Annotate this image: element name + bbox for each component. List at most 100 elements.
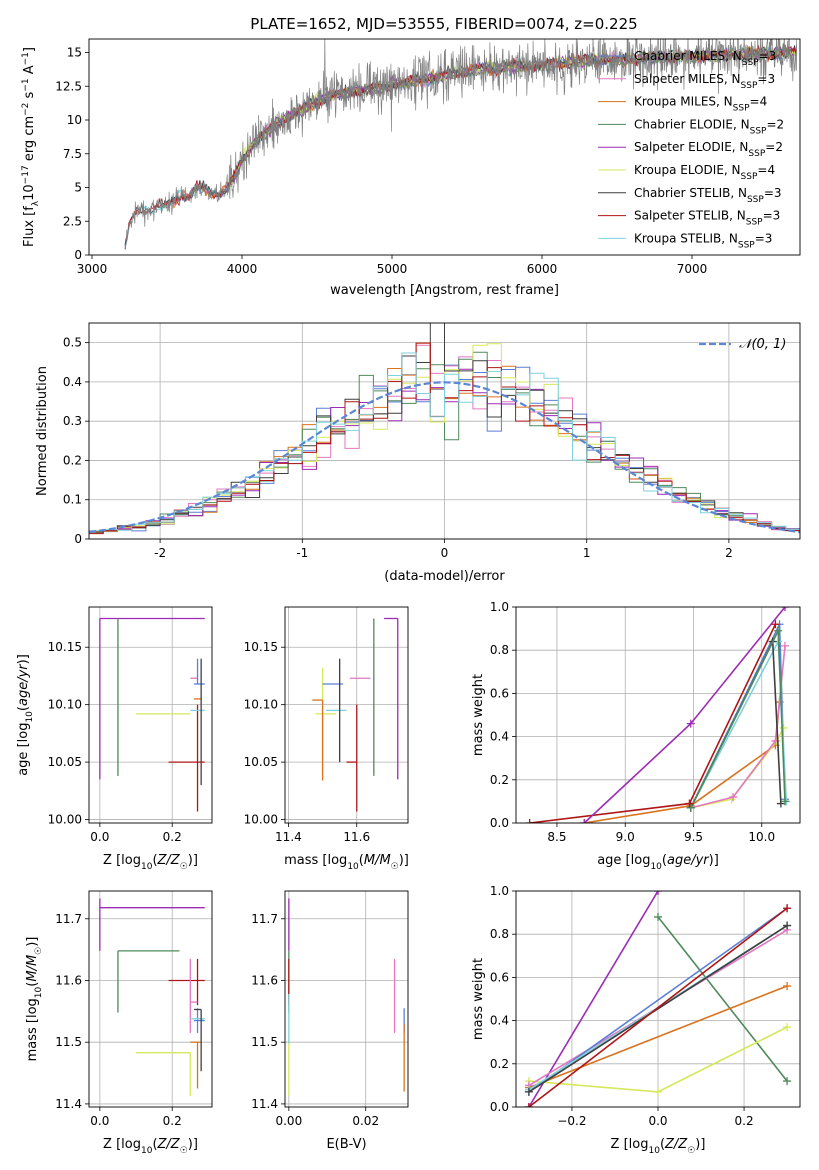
y-tick-label: 11.4 <box>251 1097 278 1111</box>
label-part: SSP <box>733 104 750 114</box>
legend-entry: Chabrier STELIB, NSSP=3 <box>634 186 782 205</box>
gridlines <box>89 891 212 1107</box>
weight-line <box>529 623 777 823</box>
axes-frame <box>88 890 213 1108</box>
legend-entry: Chabrier ELODIE, NSSP=2 <box>634 117 784 136</box>
y-axis-label: mass weight <box>471 674 486 756</box>
label-part: mass [log <box>284 853 347 868</box>
label-part: age/yr <box>16 663 31 706</box>
weight-marker <box>783 1077 792 1086</box>
label-part: SSP <box>741 172 758 182</box>
y-tick-label: 11.6 <box>55 973 82 987</box>
label-part: )] <box>25 937 40 947</box>
y-tick-label: 0.4 <box>490 730 509 744</box>
weight-line <box>657 916 788 1082</box>
weight-marker <box>783 904 792 913</box>
y-tick-label: 10.05 <box>244 755 278 769</box>
plot-area <box>99 617 205 812</box>
x-tick-label: 9.5 <box>684 830 703 844</box>
y-axis-label: mass weight <box>471 958 486 1040</box>
label-part: −2 <box>21 103 31 116</box>
y-tick-label: 0.0 <box>490 1100 509 1114</box>
y-tick-label: 0.4 <box>63 375 82 389</box>
label-part: M/M <box>364 853 391 868</box>
x-tick-label: 5000 <box>377 262 408 276</box>
y-tick-label: 10.00 <box>244 813 278 827</box>
y-axis-label: age [log10(age/yr)] <box>16 654 35 776</box>
label-part: Z [log <box>103 853 141 868</box>
axes-frame <box>515 606 801 824</box>
weight-line <box>583 607 786 823</box>
y-tick-label: 0 <box>74 532 82 546</box>
y-tick-label: 2.5 <box>63 214 82 228</box>
label-part: age/yr <box>667 853 710 868</box>
label-part: 10 <box>141 862 153 872</box>
y-tick-label: 1.0 <box>490 884 509 898</box>
x-tick-label: 0.2 <box>735 1114 754 1128</box>
label-part: ] <box>22 47 37 52</box>
label-part: SSP <box>750 126 767 136</box>
y-tick-label: 0 <box>74 248 82 262</box>
legend-entry: 𝒩(0, 1) <box>739 337 786 352</box>
label-part: s <box>22 91 37 102</box>
label-part: Kroupa MILES, N <box>634 95 733 109</box>
label-part: ☉ <box>180 862 188 872</box>
weight-marker <box>774 626 783 635</box>
x-tick-label: 6000 <box>527 262 558 276</box>
label-part: ( <box>16 706 31 711</box>
weight-line <box>528 907 788 1093</box>
weight-line <box>690 645 786 809</box>
mass-vs-metallicity-panel: 0.0 0.211.411.511.611.7Z [log10(Z/Z☉)]mas… <box>25 890 213 1156</box>
label-part: ☉ <box>687 1146 695 1156</box>
y-tick-label: 0.8 <box>490 927 509 941</box>
weight-marker <box>780 641 789 650</box>
y-tick-label: 11.5 <box>251 1035 278 1049</box>
axes-frame <box>284 606 409 824</box>
legend-entry: Kroupa STELIB, NSSP=3 <box>634 231 772 250</box>
y-tick-label: 11.6 <box>251 973 278 987</box>
label-part: Z [log <box>611 1137 649 1152</box>
x-tick-label: 8.5 <box>547 830 566 844</box>
x-tick-label: 0.0 <box>90 830 109 844</box>
label-part: SSP <box>746 218 763 228</box>
plot-area <box>124 39 798 250</box>
label-part: Salpeter ELODIE, N <box>634 140 748 154</box>
y-tick-label: 10.15 <box>244 640 278 654</box>
label-part: 10 <box>22 184 37 201</box>
label-part: M/M <box>25 955 40 982</box>
label-part: ☉ <box>180 1146 188 1156</box>
x-tick-label: 0.2 <box>163 1114 182 1128</box>
label-part: 10 <box>648 1146 660 1156</box>
x-tick-label: 11.4 <box>275 830 302 844</box>
y-tick-label: 0.3 <box>63 414 82 428</box>
spectrum-panel: 3000 4000 5000 6000 7000 0 2.5 5 7.5 10 12.5 15 Flux… <box>21 38 801 298</box>
label-part: Flux [f <box>22 206 37 247</box>
label-part: SSP <box>742 58 759 68</box>
y-tick-label: 0.4 <box>490 1014 509 1028</box>
axes-frame <box>88 322 801 540</box>
x-tick-label: 0.02 <box>352 1114 379 1128</box>
weight-marker <box>783 982 792 991</box>
label-part: )] <box>709 853 719 868</box>
label-part: ☉ <box>34 947 44 955</box>
label-part: ( <box>152 853 157 868</box>
weight-marker <box>685 799 694 808</box>
x-axis-label: age [log10(age/yr)] <box>597 853 719 872</box>
label-part: Salpeter STELIB, N <box>634 209 746 223</box>
y-tick-label: 0.2 <box>490 773 509 787</box>
gridlines <box>89 607 212 823</box>
label-part: )] <box>188 853 198 868</box>
legend-entry: Kroupa ELODIE, NSSP=4 <box>634 163 775 182</box>
weight-marker <box>729 793 738 802</box>
label-part: 10 <box>141 1146 153 1156</box>
axes-frame <box>515 890 801 1108</box>
y-tick-label: 0.8 <box>490 643 509 657</box>
label-part: )] <box>695 1137 705 1152</box>
y-tick-label: 0.6 <box>490 686 509 700</box>
axes-frame <box>88 606 213 824</box>
residuals-histogram-panel: -2 -1 0 1 2 0 0.1 0.2 0.3 0.4 0.5 Normed distributi… <box>35 322 801 584</box>
x-tick-label: 0.0 <box>90 1114 109 1128</box>
y-tick-label: 10.10 <box>48 698 82 712</box>
x-axis-label: wavelength [Angstrom, rest frame] <box>330 283 559 298</box>
